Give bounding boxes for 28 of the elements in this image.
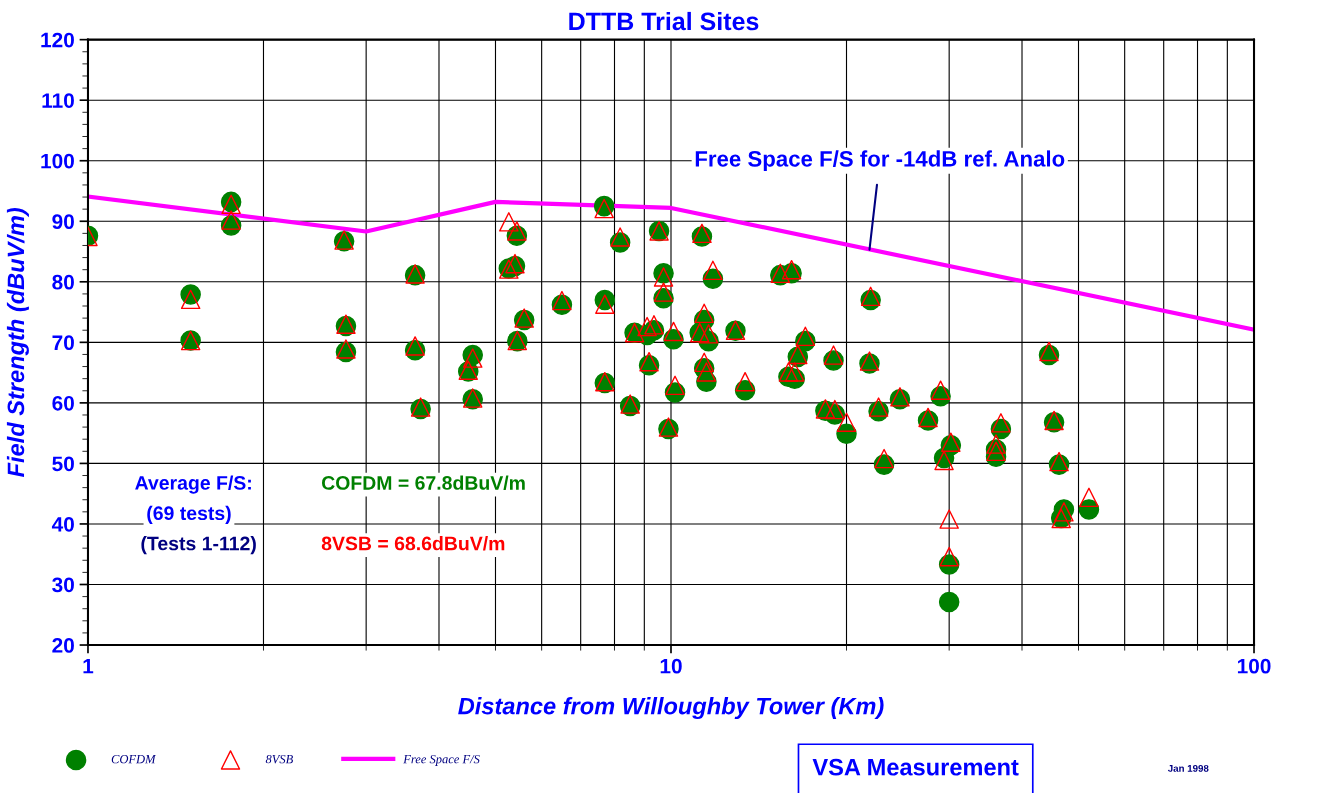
legend-label: 8VSB bbox=[265, 754, 293, 764]
legend-label: COFDM bbox=[111, 754, 157, 764]
annotation: 8VSB = 68.6dBuV/m bbox=[321, 536, 505, 551]
y-tick-label: 110 bbox=[42, 93, 74, 108]
x-axis-title: Distance from Willoughby Tower (Km) bbox=[458, 697, 884, 720]
x-tick-label: 100 bbox=[1237, 658, 1271, 674]
legend-label: Free Space F/S bbox=[403, 754, 480, 766]
annotation: Average F/S: bbox=[135, 475, 251, 494]
text: VSA Measurement bbox=[812, 758, 1019, 776]
y-tick-label: 80 bbox=[52, 274, 74, 290]
y-tick-label: 60 bbox=[52, 395, 74, 411]
y-tick-label: 20 bbox=[52, 638, 74, 653]
y-axis-title: Field Strength (dBuV/m) bbox=[6, 207, 29, 478]
y-tick-label: 70 bbox=[52, 335, 74, 351]
text: Jan 1998 bbox=[1167, 764, 1209, 772]
x-tick-label: 10 bbox=[660, 658, 682, 674]
y-tick-label: 30 bbox=[52, 577, 74, 593]
y-tick-label: 90 bbox=[52, 214, 74, 230]
y-tick-label: 100 bbox=[41, 153, 74, 169]
y-tick-label: 120 bbox=[41, 32, 74, 48]
y-tick-label: 50 bbox=[52, 456, 74, 472]
chart-title: DTTB Trial Sites bbox=[569, 11, 759, 31]
annotation: (69 tests) bbox=[147, 505, 231, 524]
y-tick-label: 40 bbox=[51, 516, 74, 532]
x-tick-label: 1 bbox=[83, 658, 94, 674]
annotation: Free Space F/S for -14dB ref. Analo bbox=[695, 150, 1065, 172]
annotation: (Tests 1-112) bbox=[141, 536, 256, 555]
annotation: COFDM = 67.8dBuV/m bbox=[321, 475, 525, 491]
